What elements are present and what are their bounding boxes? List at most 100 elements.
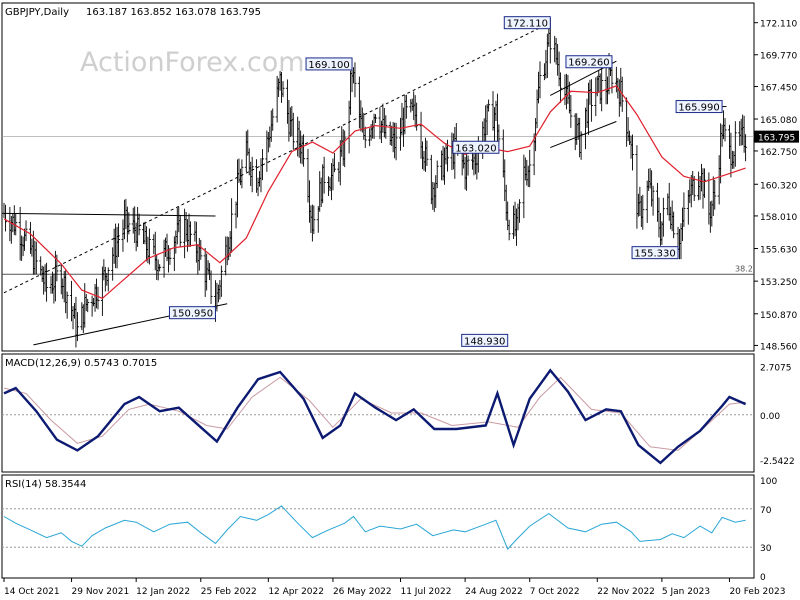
x-tick-label: 24 Aug 2022: [465, 587, 523, 597]
price-tick-label: 153.250: [760, 278, 797, 288]
price-annotation-label: 169.100: [308, 60, 349, 71]
price-annotation: 148.930: [461, 333, 509, 347]
price-annotation-box: [565, 55, 613, 69]
macd-tick-label: 2.7075: [760, 364, 792, 374]
rsi-title: RSI(14) 58.3544: [5, 479, 86, 490]
price-bar: [672, 211, 676, 239]
price-bar: [363, 126, 367, 148]
x-tick-label: 12 Jan 2022: [136, 587, 190, 597]
price-bar: [394, 122, 398, 161]
price-bar: [34, 241, 38, 275]
price-bar: [435, 160, 439, 189]
price-annotation-box: [503, 16, 551, 30]
macd-tick-label: -2.5422: [760, 457, 795, 467]
price-bar: [168, 247, 172, 265]
price-annotation-box: [461, 333, 509, 347]
price-bar: [230, 198, 234, 253]
price-bar: [600, 67, 604, 112]
x-tick-label: 5 Jan 2023: [662, 587, 710, 597]
price-bar: [641, 194, 645, 230]
current-price-box: [754, 130, 799, 143]
price-tick-label: 162.750: [760, 148, 797, 158]
rsi-tick-label: 0: [760, 573, 766, 583]
price-bar: [651, 185, 655, 216]
price-bar: [106, 267, 110, 292]
rsi-tick-label: 30: [760, 544, 772, 554]
rsi-line: [3, 505, 746, 551]
price-bar: [250, 156, 254, 193]
trendline-range-top: [3, 212, 216, 217]
price-annotation-box: [675, 100, 723, 114]
price-annotation: 155.330: [631, 246, 679, 260]
price-bar: [86, 298, 90, 313]
macd-panel-frame: [1, 353, 755, 473]
price-bar: [117, 223, 121, 258]
price-bar: [65, 291, 69, 319]
price-bar: [343, 130, 347, 168]
price-annotation-box: [631, 246, 679, 260]
price-bar: [661, 197, 665, 237]
price-annotation-box: [168, 306, 216, 320]
price-annotation-label: 148.930: [464, 336, 505, 347]
price-bar: [353, 62, 357, 98]
price-annotation-label: 150.950: [172, 309, 213, 320]
price-bar: [199, 239, 203, 260]
price-bar: [466, 155, 470, 176]
price-tick-label: 165.080: [760, 116, 797, 126]
price-layer: 38.2 172.110 169.100 169.260 165.990 163.020 1…: [2, 16, 754, 348]
price-bar: [322, 156, 326, 194]
chart-symbol-title: GBPJPY,Daily: [5, 7, 69, 18]
watermark: ActionForex.com: [80, 47, 305, 78]
price-annotation-box: [452, 140, 500, 154]
rsi-tick-label: 100: [760, 477, 777, 487]
price-bar: [631, 134, 635, 171]
x-tick-label: 26 May 2022: [333, 587, 392, 597]
price-annotation: 165.990: [675, 100, 723, 114]
price-bar: [332, 152, 336, 173]
price-bar: [158, 264, 162, 272]
price-annotation-box: [305, 57, 353, 71]
price-annotation: 163.020: [452, 140, 500, 154]
price-bar: [291, 112, 295, 150]
axis-layer: 172.110 169.770 167.450 165.080 162.750 160.3…: [3, 20, 799, 597]
price-bar: [579, 131, 583, 160]
x-tick-label: 25 Feb 2022: [201, 587, 257, 597]
macd-line: [3, 368, 747, 465]
price-bar: [487, 99, 491, 112]
price-bar: [682, 192, 686, 227]
macd-title: MACD(12,26,9) 0.5743 0.7015: [5, 358, 157, 369]
rsi-layer: [2, 505, 754, 551]
price-bar: [538, 61, 542, 99]
price-bar: [96, 286, 100, 310]
x-tick-label: 29 Nov 2021: [72, 587, 130, 597]
price-bar: [189, 221, 192, 247]
price-annotation-label: 172.110: [507, 19, 548, 30]
price-bar: [702, 168, 706, 198]
price-bar: [312, 205, 316, 235]
price-annotation-label: 155.330: [634, 249, 675, 260]
price-bar: [692, 175, 696, 202]
macd-layer: [2, 368, 754, 465]
price-tick-label: 167.450: [760, 84, 797, 94]
price-bar: [219, 265, 223, 297]
price-bar: [744, 134, 748, 162]
x-tick-label: 14 Oct 2021: [4, 587, 60, 597]
price-bar: [507, 219, 511, 241]
price-bar: [559, 72, 563, 103]
chart-ohlc-values: 163.187 163.852 163.078 163.795: [86, 7, 261, 18]
current-price-label: 163.795: [758, 134, 795, 144]
price-bar: [374, 114, 378, 123]
price-tick-label: 148.560: [760, 342, 797, 352]
price-panel-frame: [1, 2, 755, 352]
price-annotation: 169.260: [565, 55, 613, 69]
x-tick-label: 22 Nov 2022: [597, 587, 655, 597]
price-bar: [137, 213, 141, 236]
price-bar: [45, 262, 49, 302]
price-annotation-label: 169.260: [568, 58, 609, 69]
moving-average-line: [3, 85, 746, 299]
price-annotation: 172.110: [503, 16, 551, 30]
price-bar: [528, 149, 532, 188]
price-tick-label: 172.110: [760, 20, 797, 30]
x-tick-label: 12 Apr 2022: [268, 587, 324, 597]
